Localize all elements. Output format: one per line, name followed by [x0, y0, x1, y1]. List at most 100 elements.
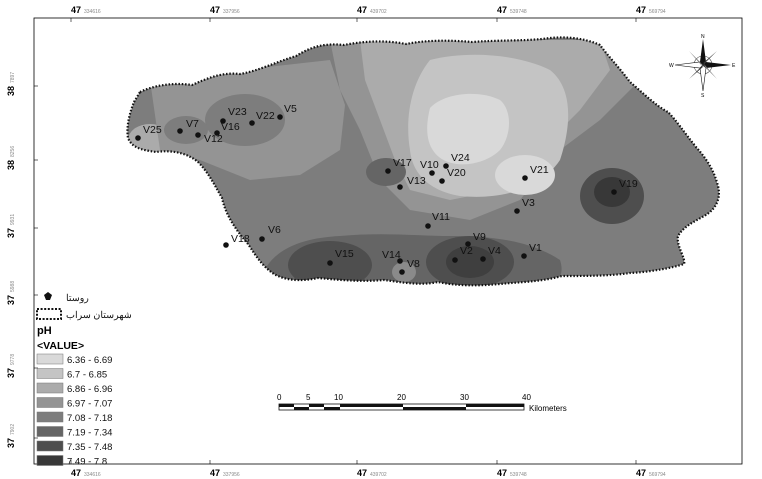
grid-left-small: 7897 [10, 72, 16, 83]
legend-swatch [36, 455, 64, 466]
scale-tick: 5 [306, 393, 311, 402]
grid-bottom-label: 47 [636, 468, 646, 478]
village-label: V3 [522, 197, 535, 209]
legend-county: شهرستان سراب [36, 308, 132, 321]
grid-top-label: 47 [357, 5, 367, 15]
grid-bottom-label: 47 [71, 468, 81, 478]
village-v9: V9 [465, 231, 486, 247]
legend-class-label: 7.08 - 7.18 [67, 413, 112, 424]
legend-swatch [36, 397, 64, 408]
grid-left-labels: 38 7897 38 8256 37 9931 37 5988 37 9778 37 790… [6, 72, 16, 448]
village-v8: V8 [399, 258, 420, 275]
village-v15: V15 [327, 248, 354, 266]
grid-left-label: 37 [6, 368, 16, 378]
east-label: E [732, 63, 736, 69]
village-v2: V2 [452, 245, 473, 263]
village-v10: V10 [420, 159, 439, 176]
grid-bottom-labels: 47 334616 47 337956 47 439702 47 539748 … [71, 468, 666, 478]
legend-village: روستا [44, 292, 89, 304]
legend-swatch [36, 368, 64, 379]
village-points: V25 V7 V12 V16 V23 V22 V5 V17 V10 V24 V1… [135, 103, 638, 275]
village-v18: V18 [223, 233, 250, 248]
north-label: N [701, 34, 705, 40]
ph-zone-v22 [205, 94, 285, 146]
village-label: V10 [420, 159, 439, 171]
village-label: V2 [460, 245, 473, 257]
village-v23: V23 [220, 106, 247, 124]
grid-bottom-small: 337956 [223, 472, 240, 478]
grid-left-small: 7902 [10, 424, 16, 435]
legend-title: pH [37, 325, 52, 337]
village-label: V25 [143, 124, 162, 136]
village-v21: V21 [522, 164, 549, 181]
ph-zone-6.36-a [427, 93, 509, 165]
scale-tick: 40 [522, 393, 531, 402]
ph-zone-6.36-b [495, 155, 555, 195]
village-label: V11 [432, 211, 450, 223]
village-label: V22 [256, 110, 275, 122]
grid-left-label: 37 [6, 438, 16, 448]
legend-swatch [36, 440, 64, 452]
grid-left-label: 38 [6, 86, 16, 96]
village-v5: V5 [277, 103, 297, 120]
village-v25: V25 [135, 124, 162, 141]
legend-class-label: 6.7 - 6.85 [67, 370, 107, 381]
county-symbol-icon [36, 308, 62, 320]
legend-swatch [36, 382, 64, 394]
legend-class-label: 6.36 - 6.69 [67, 355, 112, 366]
village-label: V24 [451, 152, 470, 164]
legend-swatch [36, 426, 64, 437]
grid-top-small: 337956 [223, 9, 240, 15]
village-v17: V17 [385, 157, 412, 174]
village-v4: V4 [480, 245, 501, 262]
village-label: V23 [228, 106, 247, 118]
village-label: V14 [382, 249, 401, 261]
map-legend: روستا شهرستان سراب pH <VALUE> 6.36 - 6.6… [36, 292, 132, 468]
grid-left-small: 5988 [10, 281, 16, 292]
grid-left-small: 9931 [10, 214, 16, 225]
village-label: V4 [488, 245, 501, 257]
frame-ticks [34, 18, 637, 464]
village-v1: V1 [521, 242, 542, 259]
village-v24: V24 [443, 152, 470, 169]
village-symbol-icon [44, 292, 52, 300]
legend-class-label: 7.49 - 7.8 [67, 457, 107, 468]
legend-class-label: 6.97 - 7.07 [67, 399, 112, 410]
grid-bottom-small: 334616 [84, 472, 101, 478]
village-label: V5 [284, 103, 297, 115]
grid-bottom-small: 439702 [370, 472, 387, 478]
village-label: V18 [231, 233, 250, 245]
village-label: V8 [407, 258, 420, 270]
legend-value-header: <VALUE> [37, 340, 84, 352]
village-label: V9 [473, 231, 486, 243]
village-label: V17 [393, 157, 412, 169]
grid-top-label: 47 [497, 5, 507, 15]
legend-swatch [36, 353, 64, 365]
scale-unit: Kilometers [529, 404, 567, 413]
village-label: V13 [407, 175, 426, 187]
legend-classes: 6.36 - 6.69 6.7 - 6.85 6.86 - 6.96 6.97 - 7… [36, 353, 112, 468]
village-v3: V3 [514, 197, 535, 214]
village-label: V19 [619, 178, 638, 190]
village-v19: V19 [611, 178, 638, 195]
village-label: V20 [447, 167, 466, 179]
ph-zone-v2-core [446, 246, 494, 278]
grid-top-small: 334616 [84, 9, 101, 15]
village-label: V7 [186, 118, 199, 130]
grid-top-labels: 47 334616 47 337956 47 439702 47 539748 … [71, 5, 666, 15]
ph-surface [127, 37, 719, 286]
grid-bottom-label: 47 [357, 468, 367, 478]
scale-tick: 10 [334, 393, 343, 402]
village-label: V21 [530, 164, 549, 176]
village-v14: V14 [382, 249, 403, 264]
village-v12: V12 [195, 132, 223, 145]
scale-tick: 30 [460, 393, 469, 402]
legend-class-label: 7.19 - 7.34 [67, 428, 112, 439]
legend-swatch [36, 411, 64, 423]
legend-village-label: روستا [66, 293, 89, 304]
village-label: V12 [204, 133, 223, 145]
grid-top-small: 439702 [370, 9, 387, 15]
village-v20: V20 [439, 167, 466, 184]
grid-top-label: 47 [210, 5, 220, 15]
